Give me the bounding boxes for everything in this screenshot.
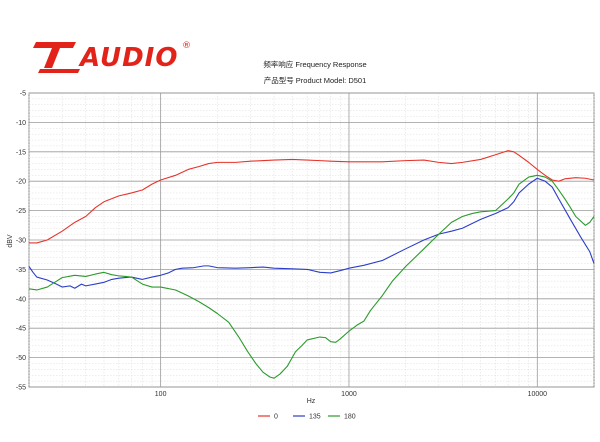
x-tick-label: 10000 <box>528 391 548 398</box>
chart-subtitle: 产品型号 Product Model: D501 <box>263 76 367 85</box>
series-line-0 <box>29 150 595 244</box>
eccaudio-logo: AUDIO ® <box>33 41 191 73</box>
logo-wordmark: AUDIO <box>78 43 178 73</box>
y-tick-label: -20 <box>16 179 26 186</box>
series-lines <box>28 150 595 379</box>
y-tick-label: -25 <box>16 208 26 215</box>
y-axis-label: dBV <box>7 234 14 248</box>
y-tick-label: -40 <box>16 296 26 303</box>
y-tick-label: -35 <box>16 267 26 274</box>
chart-title: 频率响应 Frequency Response <box>263 60 367 69</box>
series-line-135 <box>28 177 595 289</box>
y-tick-label: -50 <box>16 355 26 362</box>
y-tick-label: -55 <box>16 385 26 392</box>
legend-label-180: 180 <box>344 414 356 421</box>
major-grid <box>29 92 594 388</box>
x-tick-label: 1000 <box>341 391 357 398</box>
legend: 0 135 180 <box>258 414 356 421</box>
x-axis-label: Hz <box>307 398 316 405</box>
legend-label-0: 0 <box>274 414 278 421</box>
y-tick-label: -45 <box>16 326 26 333</box>
y-axis-ticks: -5 -10 -15 -20 -25 -30 -35 -40 -45 -50 -55 <box>16 91 26 392</box>
x-tick-label: 100 <box>155 391 167 398</box>
series-line-180 <box>28 174 595 379</box>
x-axis-ticks: 100 1000 10000 <box>155 391 547 398</box>
logo-mark <box>33 42 80 73</box>
y-tick-label: -10 <box>16 120 26 127</box>
registered-mark: ® <box>182 41 191 51</box>
y-tick-label: -15 <box>16 149 26 156</box>
y-tick-label: -30 <box>16 238 26 245</box>
legend-label-135: 135 <box>309 414 321 421</box>
y-tick-label: -5 <box>20 91 26 98</box>
